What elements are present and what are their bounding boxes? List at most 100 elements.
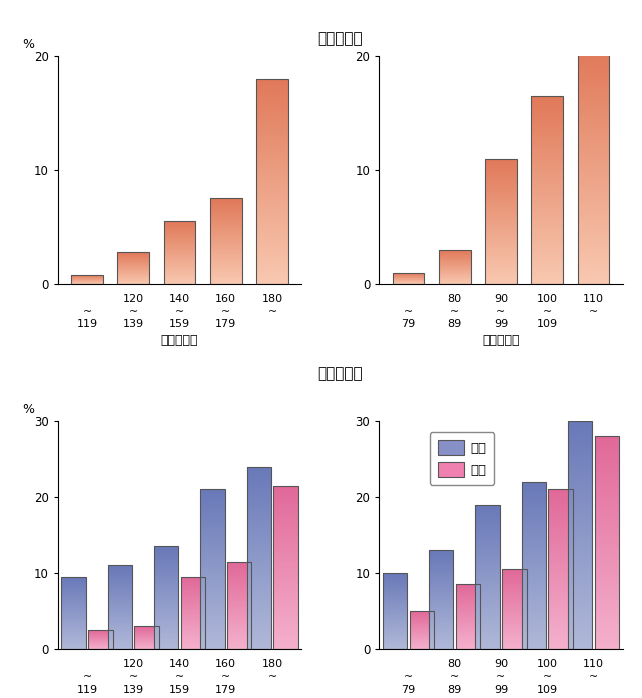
Bar — [476, 548, 499, 549]
Bar — [578, 90, 609, 91]
Bar — [273, 574, 298, 576]
Bar — [568, 493, 593, 494]
Bar — [568, 632, 593, 633]
Bar — [522, 599, 546, 600]
Bar — [154, 547, 178, 649]
Bar — [200, 510, 225, 511]
Bar — [578, 163, 609, 165]
Bar — [578, 274, 609, 275]
Bar — [578, 270, 609, 271]
Bar — [200, 528, 225, 529]
Bar — [200, 547, 225, 548]
Bar — [522, 645, 546, 646]
Bar — [548, 567, 573, 568]
Bar — [594, 528, 619, 529]
Bar — [578, 271, 609, 272]
Bar — [578, 225, 609, 227]
Bar — [247, 648, 271, 649]
Bar — [256, 251, 288, 252]
Bar — [594, 546, 619, 547]
Bar — [532, 273, 563, 274]
Bar — [476, 627, 499, 628]
Bar — [476, 521, 499, 522]
Bar — [247, 590, 271, 591]
Bar — [273, 487, 298, 488]
Bar — [532, 225, 563, 227]
Bar — [476, 577, 499, 578]
Bar — [247, 614, 271, 616]
Bar — [532, 190, 563, 191]
Bar — [532, 158, 563, 159]
Bar — [273, 490, 298, 491]
Bar — [200, 495, 225, 496]
Bar — [578, 180, 609, 181]
Bar — [594, 463, 619, 464]
Bar — [578, 207, 609, 208]
Bar — [568, 437, 593, 438]
Bar — [568, 491, 593, 493]
Bar — [522, 554, 546, 555]
Bar — [200, 581, 225, 582]
Bar — [476, 532, 499, 533]
Bar — [522, 490, 546, 491]
Bar — [247, 510, 271, 512]
Bar — [200, 594, 225, 595]
Bar — [256, 167, 288, 168]
Bar — [568, 460, 593, 461]
Bar — [522, 486, 546, 487]
Bar — [578, 75, 609, 76]
Bar — [548, 603, 573, 604]
Bar — [476, 524, 499, 525]
Bar — [578, 179, 609, 180]
Bar — [476, 580, 499, 581]
Bar — [256, 170, 288, 171]
Bar — [578, 281, 609, 282]
Bar — [164, 221, 195, 284]
Bar — [578, 137, 609, 138]
Bar — [476, 558, 499, 559]
Bar — [200, 524, 225, 525]
Bar — [256, 144, 288, 145]
Bar — [476, 632, 499, 633]
Bar — [256, 134, 288, 135]
Bar — [578, 208, 609, 209]
Bar — [522, 563, 546, 564]
Bar — [548, 634, 573, 636]
Bar — [200, 646, 225, 647]
Bar — [273, 562, 298, 563]
Bar — [594, 496, 619, 497]
Bar — [476, 631, 499, 632]
Bar — [256, 155, 288, 156]
Bar — [256, 99, 288, 101]
Bar — [522, 615, 546, 616]
Bar — [548, 570, 573, 571]
Bar — [522, 495, 546, 496]
Bar — [273, 527, 298, 528]
Bar — [273, 573, 298, 574]
Bar — [273, 556, 298, 557]
Bar — [476, 523, 499, 524]
Bar — [578, 50, 609, 52]
Bar — [200, 517, 225, 518]
Bar — [548, 539, 573, 540]
Bar — [273, 626, 298, 627]
Bar — [568, 444, 593, 445]
Bar — [476, 633, 499, 634]
Bar — [439, 250, 471, 284]
Bar — [532, 184, 563, 185]
Bar — [273, 601, 298, 602]
Bar — [532, 98, 563, 100]
Bar — [247, 613, 271, 614]
Bar — [256, 81, 288, 82]
Bar — [568, 502, 593, 503]
Bar — [548, 524, 573, 525]
Bar — [476, 529, 499, 530]
Bar — [594, 498, 619, 499]
Bar — [181, 577, 205, 649]
Bar — [476, 581, 499, 582]
Bar — [273, 648, 298, 649]
Bar — [476, 604, 499, 605]
Bar — [200, 558, 225, 559]
Bar — [476, 585, 499, 586]
Bar — [532, 127, 563, 128]
